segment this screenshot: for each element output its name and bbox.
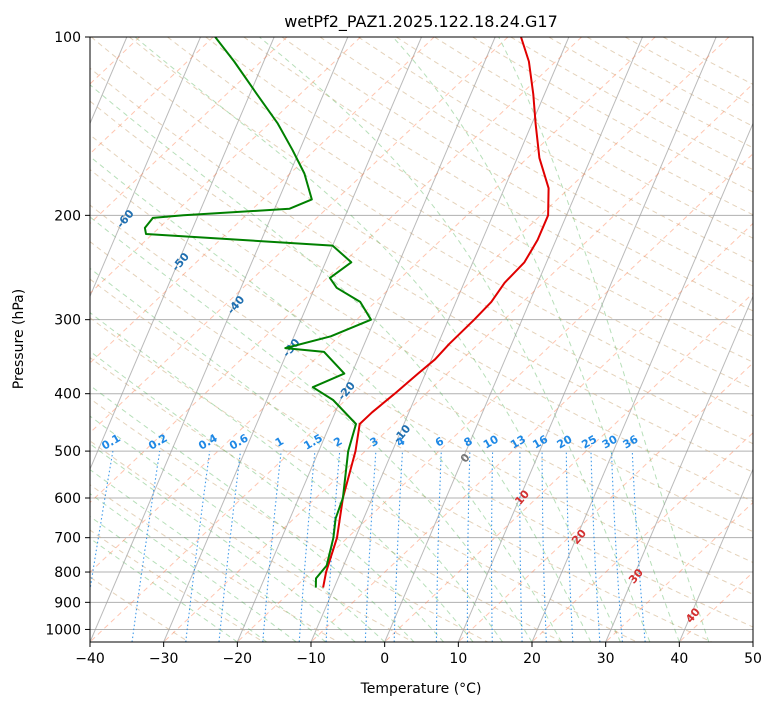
mixing-ratio-line xyxy=(218,451,242,642)
y-tick-label: 600 xyxy=(54,491,81,507)
potential-temp-line xyxy=(90,37,509,434)
x-tick-label: 40 xyxy=(670,651,688,667)
dry-adiabat-line xyxy=(129,37,753,417)
moist-adiabat-line xyxy=(90,84,592,642)
isotherm-line xyxy=(605,295,753,642)
y-tick-label: 300 xyxy=(54,313,81,329)
moist-adiabat-line xyxy=(392,37,680,642)
x-tick-label: −30 xyxy=(149,651,179,667)
isotherm-line xyxy=(678,467,753,642)
dry-adiabat-line xyxy=(434,37,753,216)
moist-adiabat-line xyxy=(90,216,533,642)
y-tick-label: 1000 xyxy=(45,622,81,638)
dry-adiabat-line xyxy=(90,484,339,642)
dry-adiabat-line xyxy=(472,37,753,193)
dry-adiabat-line xyxy=(281,37,753,312)
dry-adiabat-line xyxy=(90,278,712,642)
isobar-grid xyxy=(90,37,753,630)
moist-adiabat-line xyxy=(498,37,710,642)
moist-adiabat-line xyxy=(90,443,356,642)
x-tick-label: 50 xyxy=(744,651,762,667)
moist-adiabat-line xyxy=(90,350,444,642)
y-tick-label: 900 xyxy=(54,595,81,611)
x-tick-label: −40 xyxy=(75,651,105,667)
mixing-ratio-line xyxy=(631,451,646,642)
moist-adiabat-line xyxy=(90,537,238,642)
dry-adiabat-line xyxy=(90,168,753,564)
potential-temp-line xyxy=(90,37,730,642)
isotherm-line xyxy=(236,37,496,642)
isotherm-line xyxy=(90,37,201,298)
mixing-ratio-line xyxy=(90,451,114,594)
potential-temp-line xyxy=(90,37,435,364)
y-tick-label: 700 xyxy=(54,531,81,547)
potential-temp-line xyxy=(310,222,753,642)
reference-lines xyxy=(90,37,753,642)
potential-temp-line xyxy=(90,37,214,155)
moist-adiabat-line xyxy=(259,37,651,642)
isotherm-line xyxy=(163,37,422,642)
moist-adiabat-line xyxy=(90,468,327,642)
dewpoint-profile-line xyxy=(143,37,372,588)
y-tick-label: 100 xyxy=(54,30,81,46)
x-tick-label: 30 xyxy=(597,651,615,667)
isotherm-line xyxy=(457,37,717,642)
isotherm-line xyxy=(310,37,570,642)
profile-series xyxy=(143,37,550,588)
x-tick-label: 10 xyxy=(449,651,467,667)
isotherm-line xyxy=(90,37,349,642)
potential-temp-line xyxy=(90,37,288,225)
potential-temp-line xyxy=(90,37,582,504)
isotherm-line xyxy=(384,37,643,642)
dry-adiabat-line xyxy=(167,37,753,390)
potential-temp-line xyxy=(457,362,753,642)
y-axis-label: Pressure (hPa) xyxy=(11,289,27,389)
dry-adiabat-line xyxy=(205,37,753,363)
dry-adiabat-line xyxy=(90,241,753,628)
dry-adiabat-line xyxy=(90,397,488,642)
potential-temp-line xyxy=(90,37,361,294)
y-axis: 100 200 300 400 500 600 700 800 900 1000 xyxy=(45,30,90,638)
isotherm-line xyxy=(90,37,275,471)
mixing-ratio-line xyxy=(131,451,161,642)
temperature-profile-line xyxy=(322,37,550,588)
chart-title: wetPf2_PAZ1.2025.122.18.24.G17 xyxy=(284,12,558,32)
dry-adiabat-line xyxy=(90,317,638,642)
dry-adiabat-line xyxy=(548,37,753,149)
y-tick-label: 500 xyxy=(54,444,81,460)
plot-frame xyxy=(89,36,754,643)
x-axis-label: Temperature (°C) xyxy=(360,681,482,697)
dry-adiabat-line xyxy=(90,529,264,642)
moist-adiabat-line xyxy=(90,415,386,642)
moist-adiabat-line xyxy=(90,311,474,642)
potential-temp-line xyxy=(605,501,753,642)
dry-adiabat-line xyxy=(90,37,753,445)
dry-adiabat-line xyxy=(90,67,753,473)
mixing-ratio-line xyxy=(185,451,211,642)
moist-adiabat-line xyxy=(90,267,503,642)
y-tick-label: 800 xyxy=(54,565,81,581)
potential-temp-line xyxy=(90,37,656,573)
y-tick-label: 400 xyxy=(54,387,81,403)
isotherm-line xyxy=(531,122,753,642)
x-tick-label: −10 xyxy=(296,651,326,667)
x-tick-label: 20 xyxy=(523,651,541,667)
potential-temp-line xyxy=(163,83,753,642)
dry-adiabat-line xyxy=(90,134,753,533)
mixing-ratio-line xyxy=(262,451,282,642)
x-axis: −40 −30 −20 −10 0 10 20 30 40 50 xyxy=(75,642,762,667)
moist-adiabat-line xyxy=(134,37,621,642)
x-tick-label: −20 xyxy=(223,651,253,667)
dry-adiabat-line xyxy=(357,37,753,263)
potential-temp-line xyxy=(531,432,753,642)
x-tick-label: 0 xyxy=(380,651,389,667)
plot-background xyxy=(90,37,753,642)
potential-temp-line xyxy=(236,153,753,642)
moist-adiabat-line xyxy=(90,155,562,642)
y-tick-label: 200 xyxy=(54,208,81,224)
mixing-ratio-line xyxy=(298,451,316,642)
